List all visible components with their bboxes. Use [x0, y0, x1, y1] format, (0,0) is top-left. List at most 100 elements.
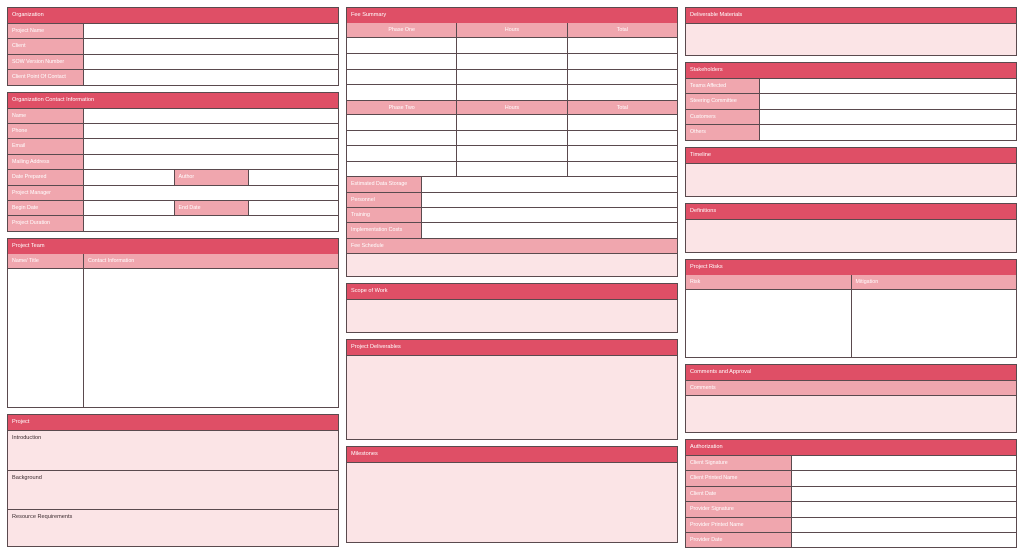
- team-contact-cell[interactable]: [84, 269, 338, 407]
- date-prepared-field[interactable]: [84, 170, 175, 185]
- column-middle: Fee Summary Phase One Hours Total Phase …: [346, 7, 678, 549]
- name-field[interactable]: [84, 108, 338, 123]
- steering-committee-field[interactable]: [760, 94, 1016, 109]
- form-row: SOW Version Number: [8, 53, 338, 70]
- cell[interactable]: [347, 161, 458, 177]
- project-duration-field[interactable]: [84, 216, 338, 231]
- authorization-panel: Authorization Client Signature Client Pr…: [685, 438, 1017, 549]
- definitions-panel: Definitions: [685, 202, 1017, 253]
- cell[interactable]: [457, 161, 568, 177]
- timeline-body[interactable]: [686, 162, 1016, 196]
- form-row: Email: [8, 138, 338, 154]
- email-field[interactable]: [84, 139, 338, 154]
- form-row: Personnel: [347, 191, 677, 207]
- form-row: Teams Affected: [686, 78, 1016, 94]
- cell[interactable]: [347, 85, 458, 100]
- phase-two-header-row: Phase Two Hours Total: [347, 99, 677, 115]
- scope-body[interactable]: [347, 299, 677, 333]
- client-signature-field[interactable]: [792, 455, 1016, 471]
- cell[interactable]: [567, 38, 677, 54]
- field-label: Others: [686, 125, 760, 140]
- milestones-body[interactable]: [347, 462, 677, 543]
- form-row: Client Printed Name: [686, 470, 1016, 486]
- field-label: End Date: [174, 200, 249, 216]
- client-date-field[interactable]: [792, 486, 1016, 502]
- begin-date-field[interactable]: [84, 200, 175, 216]
- cell[interactable]: [457, 69, 568, 85]
- materials-panel: Deliverable Materials: [685, 7, 1017, 56]
- client-printed-name-field[interactable]: [792, 471, 1016, 486]
- client-poc-field[interactable]: [84, 70, 338, 85]
- form-row: Client: [8, 38, 338, 54]
- hours-header: Hours: [457, 23, 568, 37]
- sow-version-field[interactable]: [84, 54, 338, 70]
- risks-body: [686, 289, 1017, 357]
- background-section[interactable]: Background: [8, 469, 338, 509]
- client-field[interactable]: [84, 39, 338, 54]
- customers-field[interactable]: [760, 109, 1016, 125]
- teams-affected-field[interactable]: [760, 79, 1016, 94]
- name-title-header: Name/ Title: [8, 253, 84, 268]
- form-row: Phone: [8, 122, 338, 139]
- organization-panel: Organization Project Name Client SOW Ver…: [7, 7, 339, 86]
- phone-field[interactable]: [84, 123, 338, 139]
- resource-requirements-section[interactable]: Resource Requirements: [8, 508, 338, 546]
- mailing-address-field[interactable]: [84, 154, 338, 170]
- cell[interactable]: [567, 114, 677, 130]
- field-label: Client Signature: [686, 455, 792, 471]
- cell[interactable]: [457, 54, 568, 69]
- cell[interactable]: [567, 130, 677, 146]
- data-storage-field[interactable]: [422, 177, 677, 192]
- definitions-body[interactable]: [686, 218, 1016, 252]
- team-names-cell[interactable]: [8, 268, 84, 407]
- comments-body[interactable]: [686, 394, 1016, 432]
- cell[interactable]: [457, 146, 568, 161]
- provider-printed-name-field[interactable]: [792, 517, 1016, 532]
- cell[interactable]: [567, 161, 677, 177]
- end-date-field[interactable]: [248, 200, 338, 216]
- team-title: Project Team: [8, 238, 338, 254]
- training-field[interactable]: [422, 207, 677, 223]
- cell[interactable]: [457, 114, 568, 130]
- field-label: Provider Date: [686, 532, 792, 548]
- cell[interactable]: [457, 38, 568, 54]
- cell[interactable]: [567, 146, 677, 161]
- cell[interactable]: [347, 69, 458, 85]
- cell[interactable]: [457, 130, 568, 146]
- field-label: Teams Affected: [686, 79, 760, 94]
- author-field[interactable]: [248, 170, 338, 185]
- cell[interactable]: [347, 54, 458, 69]
- form-row: Begin Date End Date: [8, 199, 338, 216]
- deliverables-body[interactable]: [347, 355, 677, 440]
- cell[interactable]: [347, 114, 458, 130]
- project-name-field[interactable]: [84, 24, 338, 39]
- personnel-field[interactable]: [422, 192, 677, 207]
- provider-date-field[interactable]: [792, 532, 1016, 548]
- cell[interactable]: [457, 85, 568, 100]
- cell[interactable]: [347, 38, 458, 54]
- form-row: Project Duration: [8, 215, 338, 231]
- field-label: Name: [8, 108, 84, 123]
- mitigation-cell[interactable]: [852, 290, 1017, 357]
- cell[interactable]: [567, 54, 677, 69]
- cell[interactable]: [347, 130, 458, 146]
- form-row: Customers: [686, 108, 1016, 125]
- project-manager-field[interactable]: [84, 185, 338, 200]
- cell[interactable]: [567, 85, 677, 100]
- provider-signature-field[interactable]: [792, 502, 1016, 517]
- implementation-costs-field[interactable]: [422, 223, 677, 238]
- milestones-panel: Milestones: [346, 446, 678, 544]
- fee-schedule-body[interactable]: [347, 253, 677, 277]
- cell[interactable]: [347, 146, 458, 161]
- risk-cell[interactable]: [686, 289, 852, 357]
- field-label: Begin Date: [8, 200, 84, 216]
- form-row: Project Manager: [8, 184, 338, 200]
- field-label: Customers: [686, 109, 760, 125]
- timeline-panel: Timeline: [685, 146, 1017, 197]
- form-row: Provider Printed Name: [686, 516, 1016, 532]
- others-field[interactable]: [760, 125, 1016, 140]
- fee-summary-panel: Fee Summary Phase One Hours Total Phase …: [346, 7, 678, 278]
- materials-body[interactable]: [686, 23, 1016, 55]
- introduction-section[interactable]: Introduction: [8, 430, 338, 470]
- cell[interactable]: [567, 69, 677, 85]
